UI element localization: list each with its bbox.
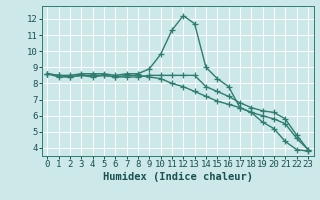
X-axis label: Humidex (Indice chaleur): Humidex (Indice chaleur) — [103, 172, 252, 182]
